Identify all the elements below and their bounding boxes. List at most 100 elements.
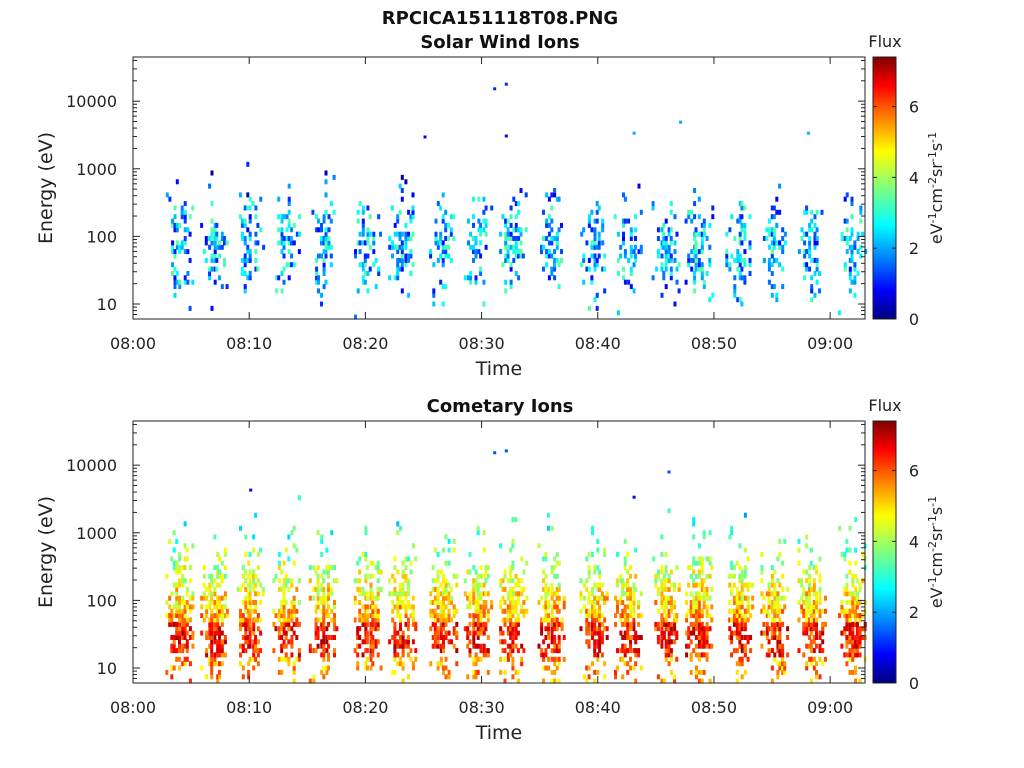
heatmap-cell bbox=[181, 608, 185, 614]
heatmap-cell bbox=[391, 573, 395, 579]
heatmap-cell bbox=[656, 586, 660, 592]
heatmap-cell bbox=[254, 635, 258, 640]
heatmap-cell bbox=[172, 643, 176, 649]
figure-title: RPCICA151118T08.PNG bbox=[382, 8, 618, 29]
heatmap-cell bbox=[743, 617, 747, 623]
heatmap-cell bbox=[409, 569, 413, 575]
heatmap-cell bbox=[244, 621, 248, 627]
heatmap-cell bbox=[629, 665, 632, 671]
heatmap-cell bbox=[396, 231, 400, 237]
heatmap-cell bbox=[743, 652, 747, 658]
heatmap-cell bbox=[316, 617, 320, 623]
heatmap-cell bbox=[675, 613, 679, 619]
heatmap-cell bbox=[284, 547, 288, 553]
heatmap-cell bbox=[694, 613, 698, 619]
heatmap-cell bbox=[185, 547, 189, 553]
heatmap-cell bbox=[474, 630, 478, 636]
heatmap-cell bbox=[845, 218, 849, 224]
heatmap-cell bbox=[404, 556, 408, 562]
heatmap-cell bbox=[560, 621, 564, 627]
heatmap-cell bbox=[743, 621, 747, 627]
heatmap-cell bbox=[623, 635, 627, 640]
heatmap-cell bbox=[693, 271, 697, 276]
heatmap-cell bbox=[404, 231, 408, 237]
heatmap-cell bbox=[547, 214, 551, 220]
heatmap-cell bbox=[547, 617, 550, 623]
heatmap-cell bbox=[851, 595, 855, 601]
heatmap-cell bbox=[591, 586, 594, 592]
heatmap-cell bbox=[295, 608, 299, 614]
heatmap-cell bbox=[687, 630, 691, 636]
heatmap-cell bbox=[356, 630, 360, 636]
heatmap-cell bbox=[506, 227, 510, 233]
heatmap-cell bbox=[274, 626, 278, 632]
heatmap-cell bbox=[400, 249, 404, 255]
heatmap-cell bbox=[324, 249, 328, 255]
heatmap-cell bbox=[738, 656, 742, 662]
heatmap-cell bbox=[660, 534, 664, 540]
heatmap-cell bbox=[246, 227, 250, 233]
heatmap-cell bbox=[254, 604, 258, 610]
heatmap-cell bbox=[694, 227, 698, 233]
heatmap-cell bbox=[372, 231, 376, 237]
heatmap-cell bbox=[396, 600, 400, 605]
heatmap-cell bbox=[259, 648, 263, 654]
heatmap-cell bbox=[183, 209, 187, 215]
heatmap-cell bbox=[178, 552, 181, 557]
heatmap-cell bbox=[770, 600, 774, 605]
heatmap-cell bbox=[401, 652, 405, 658]
heatmap-cell bbox=[553, 591, 557, 597]
heatmap-cell bbox=[202, 595, 206, 601]
heatmap-cell bbox=[736, 253, 740, 259]
heatmap-cell bbox=[433, 578, 437, 584]
heatmap-cell bbox=[248, 214, 252, 220]
heatmap-cell bbox=[172, 639, 176, 645]
heatmap-cell bbox=[808, 617, 812, 623]
heatmap-cell bbox=[401, 560, 405, 566]
heatmap-cell bbox=[600, 652, 604, 658]
heatmap-cell bbox=[803, 275, 807, 281]
heatmap-cell bbox=[667, 648, 671, 654]
heatmap-cell bbox=[697, 231, 701, 237]
y-axis-label-solar-wind: Energy (eV) bbox=[35, 132, 57, 244]
heatmap-cell bbox=[406, 582, 410, 588]
heatmap-cell bbox=[621, 608, 625, 614]
heatmap-cell bbox=[215, 266, 219, 272]
heatmap-cell bbox=[472, 669, 476, 675]
heatmap-cell bbox=[447, 617, 451, 623]
heatmap-cell bbox=[168, 604, 172, 610]
heatmap-cell bbox=[272, 621, 276, 627]
heatmap-cell bbox=[216, 600, 220, 605]
heatmap-cell bbox=[743, 613, 747, 619]
heatmap-cell bbox=[429, 591, 433, 597]
heatmap-cell bbox=[808, 253, 812, 259]
heatmap-cell bbox=[444, 586, 448, 592]
heatmap-cell bbox=[183, 565, 187, 571]
heatmap-cell bbox=[411, 231, 415, 237]
heatmap-cell bbox=[183, 521, 187, 527]
heatmap-cell bbox=[320, 643, 324, 649]
heatmap-cell bbox=[585, 665, 589, 671]
heatmap-cell bbox=[322, 240, 326, 246]
heatmap-cell bbox=[585, 613, 589, 619]
heatmap-cell bbox=[322, 613, 326, 619]
colorbar-tick-label: 6 bbox=[909, 462, 919, 481]
heatmap-cell bbox=[544, 652, 548, 658]
heatmap-cell bbox=[702, 639, 706, 645]
colorbar-title-solar-wind: Flux bbox=[868, 32, 901, 51]
heatmap-cell bbox=[808, 236, 812, 241]
heatmap-cell bbox=[587, 600, 591, 605]
heatmap-cell bbox=[598, 569, 602, 575]
heatmap-cell bbox=[555, 586, 559, 592]
heatmap-cell bbox=[371, 648, 375, 654]
heatmap-cell bbox=[374, 617, 378, 623]
heatmap-cell bbox=[516, 648, 520, 654]
heatmap-cell bbox=[322, 608, 326, 614]
heatmap-cell bbox=[738, 257, 742, 263]
heatmap-cell bbox=[854, 604, 858, 610]
heatmap-cell bbox=[484, 648, 488, 654]
heatmap-cell bbox=[220, 661, 224, 667]
heatmap-cell bbox=[246, 205, 250, 211]
heatmap-cell bbox=[797, 547, 801, 553]
heatmap-cell bbox=[388, 578, 392, 584]
